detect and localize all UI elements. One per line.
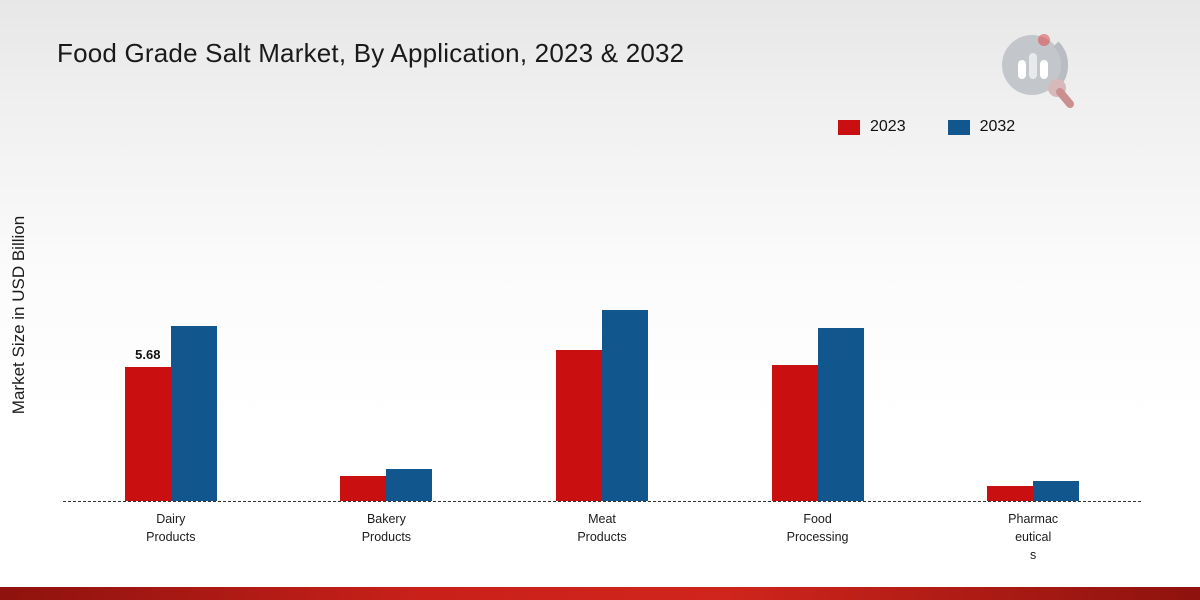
legend-swatch-2032 [947, 119, 970, 135]
bar-2023 [555, 349, 602, 501]
chart-title: Food Grade Salt Market, By Application, … [57, 38, 685, 68]
bar-2023: 5.68 [124, 347, 171, 501]
category-label: Bakery Products [361, 512, 412, 545]
bar-2023 [340, 476, 387, 501]
category-label: Food Processing [786, 512, 849, 545]
bar-2032 [170, 326, 217, 501]
legend-swatch-2023 [838, 119, 860, 135]
category-label: Meat Products [577, 512, 627, 545]
bar-value-label: 5.68 [135, 346, 161, 362]
legend-item-2032: 2032 [947, 118, 1016, 136]
legend-item-2023: 2023 [838, 118, 906, 136]
bar-group: Food Processing [710, 207, 926, 544]
bar-group: Meat Products [494, 207, 710, 544]
bar-chart-magnifier-icon [1002, 34, 1074, 108]
bar-2032 [601, 309, 648, 501]
bar-2032 [1033, 480, 1080, 501]
legend: 2023 2032 [838, 118, 1015, 136]
category-label: Dairy Products [146, 512, 196, 545]
company-logo [994, 28, 1082, 110]
bar-group: Bakery Products [279, 207, 495, 544]
bar-group: 5.68 Dairy Products [63, 207, 279, 544]
legend-label-2023: 2023 [870, 118, 906, 135]
bar-2032 [386, 469, 433, 501]
bar-group: Pharmac eutical s [925, 207, 1141, 562]
bar-2023 [987, 485, 1034, 501]
bar-2023 [771, 365, 818, 501]
bar-2032 [817, 327, 864, 501]
footer-band [0, 587, 1200, 600]
y-axis-label: Market Size in USD Billion [9, 215, 28, 415]
category-label: Pharmac eutical s [1008, 512, 1059, 563]
legend-label-2032: 2032 [979, 118, 1016, 135]
plot-area: 5.68 Dairy Products Bakery Products Meat Pr… [63, 207, 1141, 562]
